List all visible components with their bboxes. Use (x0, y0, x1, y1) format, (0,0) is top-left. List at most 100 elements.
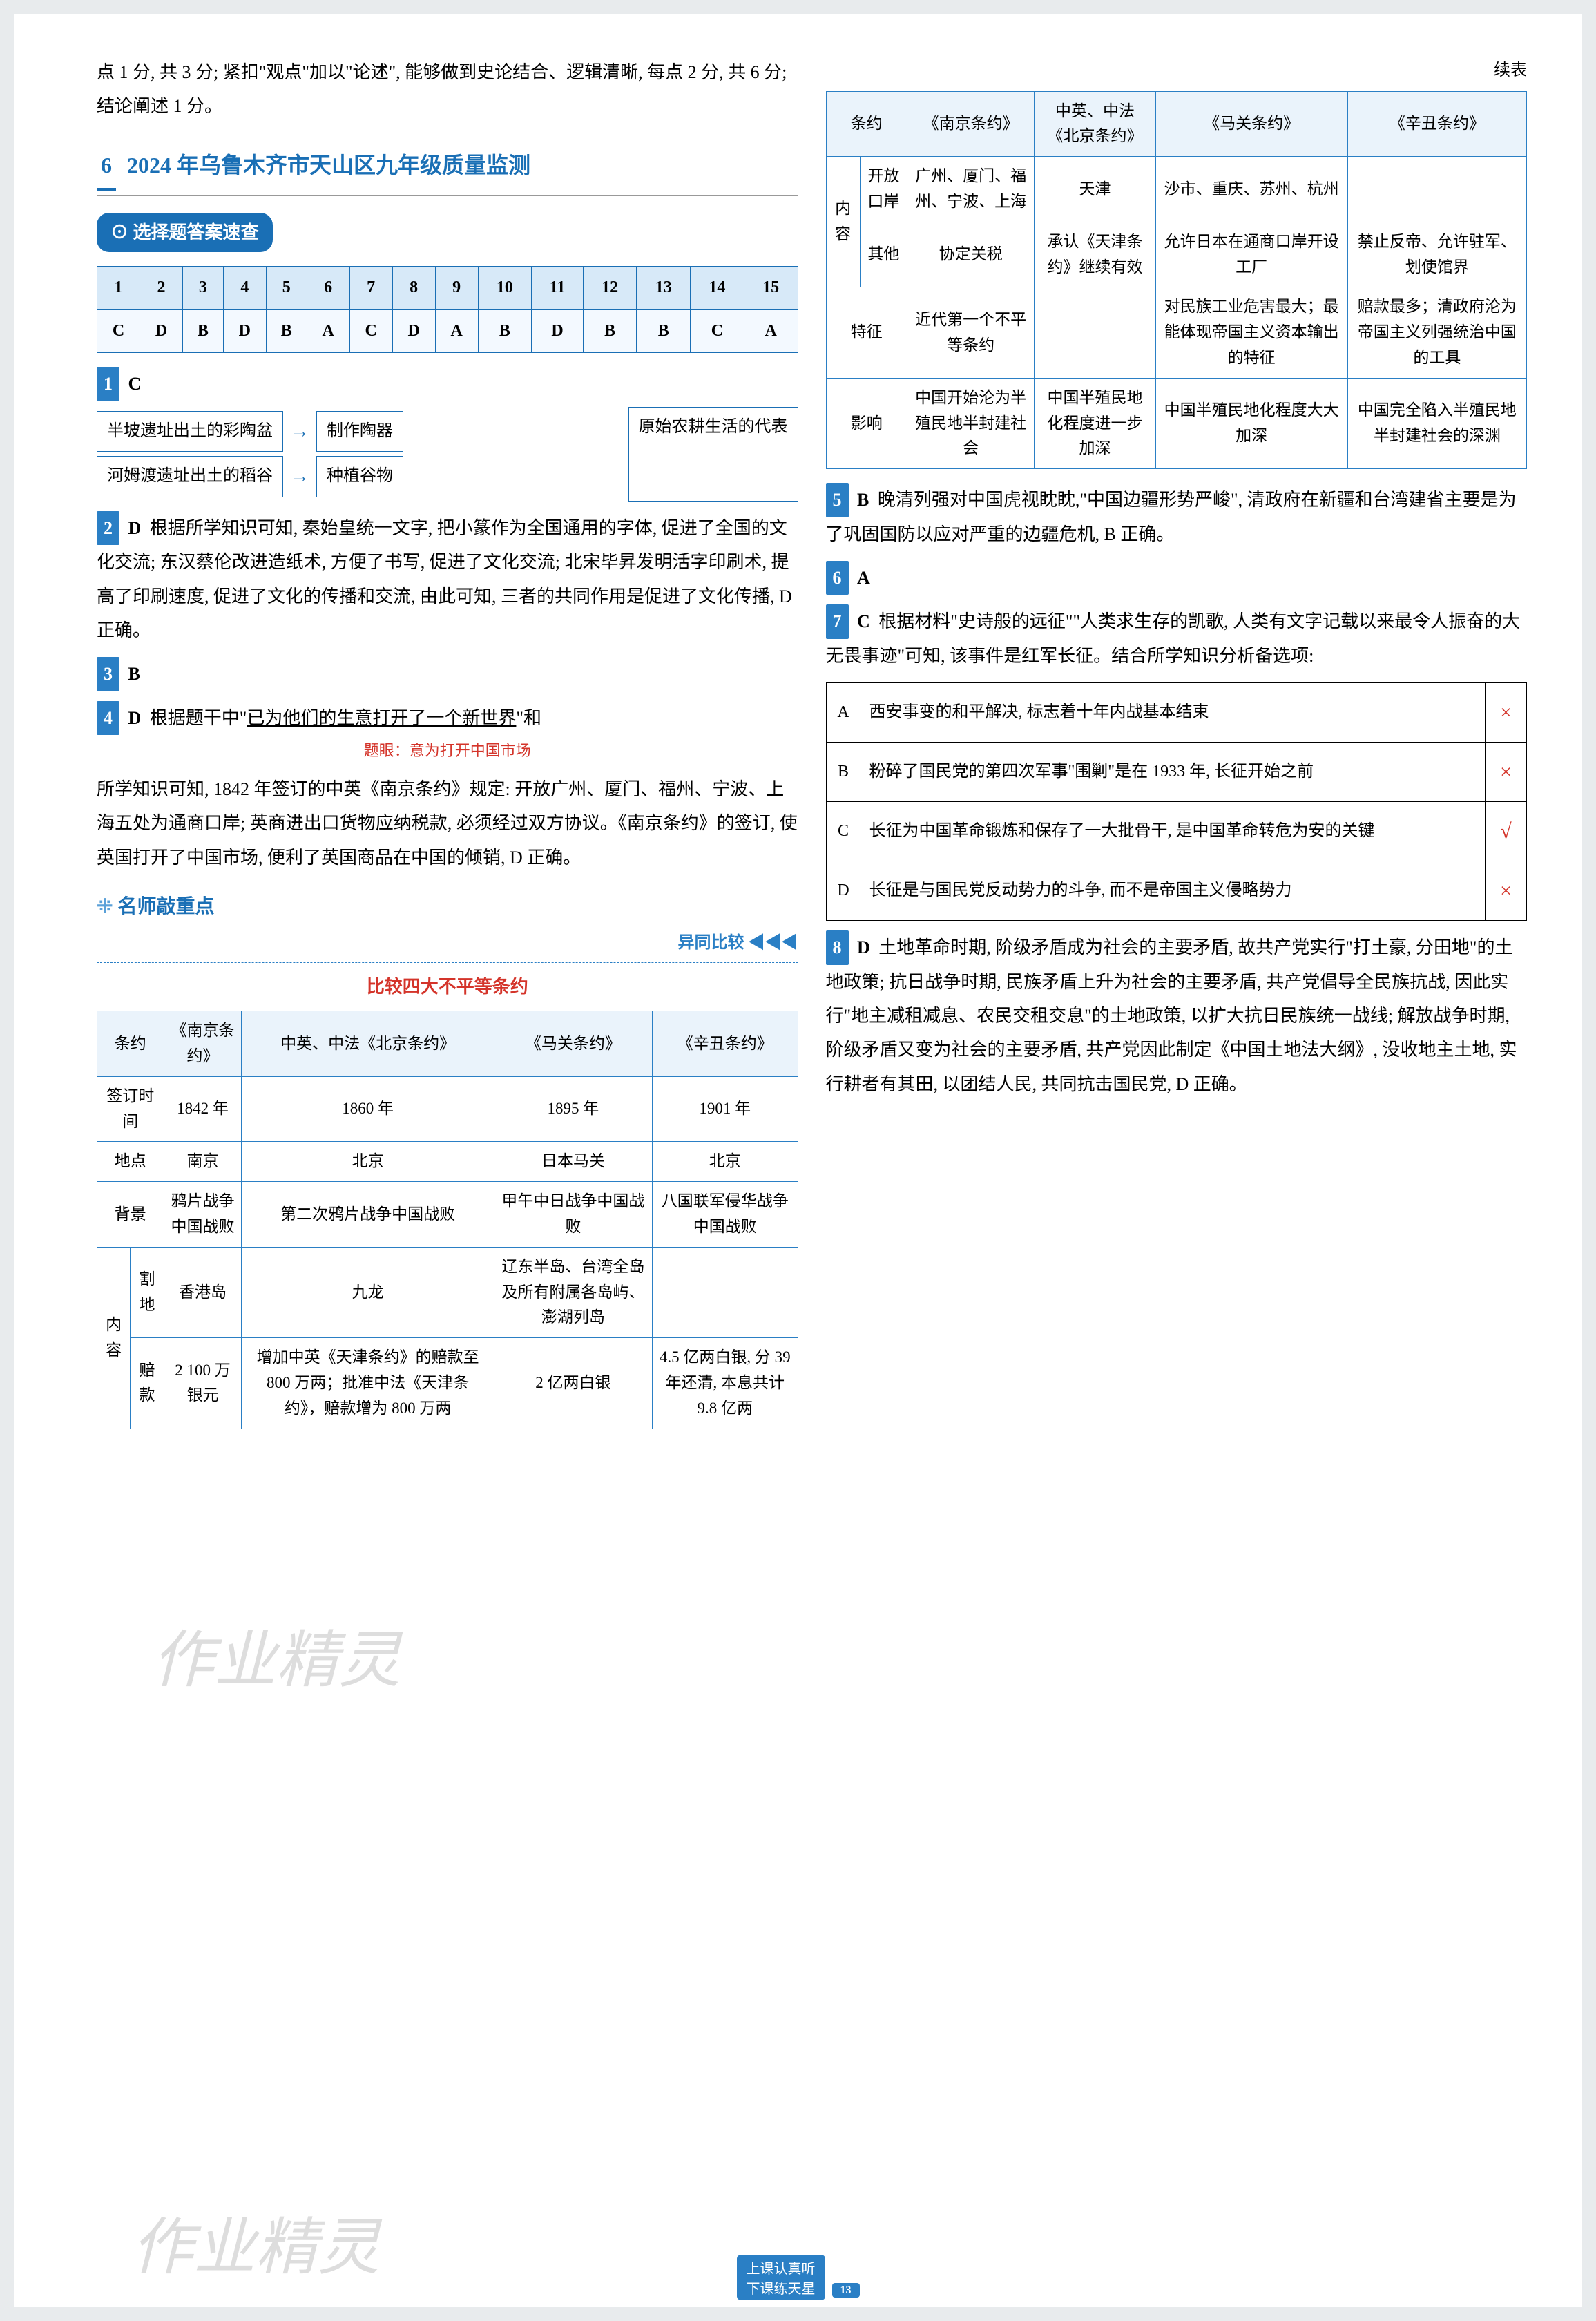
section-heading: 2024 年乌鲁木齐市天山区九年级质量监测 (127, 153, 530, 178)
grid-num: 12 (583, 266, 637, 309)
grid-num: 7 (349, 266, 392, 309)
q-number: 3 (97, 657, 119, 691)
cell: 开放口岸 (860, 157, 907, 222)
grid-ans: D (140, 309, 182, 353)
cell: 1842 年 (164, 1076, 242, 1142)
question-3: 3 B (97, 657, 798, 691)
cell: 《辛丑条约》 (1347, 91, 1526, 157)
q-answer: B (857, 490, 869, 510)
grid-num: 3 (182, 266, 223, 309)
cell (1347, 157, 1526, 222)
teacher-title: 名师敲重点 (97, 888, 798, 925)
continued-label: 续表 (826, 55, 1528, 87)
option-text: 长征是与国民党反动势力的斗争, 而不是帝国主义侵略势力 (861, 861, 1486, 921)
question-7: 7 C 根据材料"史诗般的远征""人类求生存的凯歌, 人类有文字记载以来最令人振… (826, 604, 1528, 921)
cell: 1901 年 (652, 1076, 798, 1142)
cell: 甲午中日战争中国战败 (494, 1182, 652, 1248)
q-text: 根据所学知识可知, 秦始皇统一文字, 把小篆作为全国通用的字体, 促进了全国的文… (97, 518, 792, 640)
cell: 中英、中法《北京条约》 (242, 1011, 494, 1077)
grid-num: 13 (637, 266, 691, 309)
grid-num: 11 (532, 266, 584, 309)
grid-ans: B (478, 309, 532, 353)
cell: 中国半殖民地化程度大大加深 (1155, 378, 1347, 468)
cell: 广州、厦门、福州、宁波、上海 (907, 157, 1035, 222)
option-mark: × (1486, 743, 1527, 802)
left-column: 点 1 分, 共 3 分; 紧扣"观点"加以"论述", 能够做到史论结合、逻辑清… (97, 55, 798, 2280)
grid-num: 1 (97, 266, 140, 309)
question-1: 1 C 半坡遗址出土的彩陶盆 → 制作陶器 河姆渡遗址出土的稻谷 → 种植谷物 … (97, 367, 798, 502)
cell: 条约 (826, 91, 907, 157)
cell: 《辛丑条约》 (652, 1011, 798, 1077)
cell: 北京 (242, 1142, 494, 1182)
q-answer: A (857, 568, 870, 588)
q-answer: D (128, 708, 142, 728)
option-text: 粉碎了国民党的第四次军事"围剿"是在 1933 年, 长征开始之前 (861, 743, 1486, 802)
cell: 中国完全陷入半殖民地半封建社会的深渊 (1347, 378, 1526, 468)
question-2: 2 D 根据所学知识可知, 秦始皇统一文字, 把小篆作为全国通用的字体, 促进了… (97, 511, 798, 648)
grid-ans: A (744, 309, 798, 353)
content-label: 内容 (826, 157, 860, 287)
q-number: 2 (97, 511, 119, 545)
answer-grid-ans: CDBDBACDABDBBCA (97, 309, 798, 353)
cell: 签订时间 (97, 1076, 164, 1142)
q-number: 8 (826, 930, 849, 964)
grid-ans: D (392, 309, 435, 353)
answer-grid: 123456789101112131415 CDBDBACDABDBBCA (97, 266, 798, 353)
cell: 地点 (97, 1142, 164, 1182)
cell: 北京 (652, 1142, 798, 1182)
cell: 辽东半岛、台湾全岛及所有附属各岛屿、澎湖列岛 (494, 1247, 652, 1337)
cell: 《马关条约》 (494, 1011, 652, 1077)
q-text: 根据材料"史诗般的远征""人类求生存的凯歌, 人类有文字记载以来最令人振奋的大无… (826, 611, 1521, 665)
cell: 禁止反帝、允许驻军、划使馆界 (1347, 222, 1526, 287)
q-text: 晚清列强对中国虎视眈眈,"中国边疆形势严峻", 清政府在新疆和台湾建省主要是为了… (826, 490, 1517, 544)
cell: 沙市、重庆、苏州、杭州 (1155, 157, 1347, 222)
grid-ans: B (182, 309, 223, 353)
compare-tag: 异同比较 ◀◀◀ (97, 928, 798, 963)
grid-num: 4 (223, 266, 266, 309)
cell: 1860 年 (242, 1076, 494, 1142)
grid-num: 8 (392, 266, 435, 309)
q-answer: B (128, 664, 140, 684)
page-number: 13 (832, 2283, 860, 2298)
option-table: A西安事变的和平解决, 标志着十年内战基本结束×B粉碎了国民党的第四次军事"围剿… (826, 682, 1528, 921)
cell: 增加中英《天津条约》的赔款至 800 万两；批准中法《天津条约》，赔款增为 80… (242, 1338, 494, 1429)
answer-grid-nums: 123456789101112131415 (97, 266, 798, 309)
question-5: 5 B 晚清列强对中国虎视眈眈,"中国边疆形势严峻", 清政府在新疆和台湾建省主… (826, 483, 1528, 551)
grid-ans: C (97, 309, 140, 353)
q-answer: C (857, 611, 870, 631)
diagram-box: 制作陶器 (316, 411, 403, 452)
grid-ans: B (266, 309, 307, 353)
table-caption: 比较四大不平等条约 (97, 970, 798, 1004)
q-answer: D (128, 518, 142, 538)
q-text: 土地革命时期, 阶级矛盾成为社会的主要矛盾, 故共产党实行"打土豪, 分田地"的… (826, 937, 1517, 1094)
red-note: 题眼：意为打开中国市场 (97, 736, 798, 765)
cell: 背景 (97, 1182, 164, 1248)
cell: 4.5 亿两白银, 分 39 年还清, 本息共计 9.8 亿两 (652, 1338, 798, 1429)
arrow-icon: → (290, 413, 309, 450)
cell: 1895 年 (494, 1076, 652, 1142)
cell: 协定关税 (907, 222, 1035, 287)
cell: 鸦片战争中国战败 (164, 1182, 242, 1248)
cell: 九龙 (242, 1247, 494, 1337)
arrow-icon: → (290, 458, 309, 495)
diagram-box: 种植谷物 (316, 456, 403, 497)
cell: 对民族工业危害最大；最能体现帝国主义资本输出的特征 (1155, 287, 1347, 378)
q4-underline: 已为他们的生意打开了一个新世界 (247, 708, 516, 728)
cell: 条约 (97, 1011, 164, 1077)
option-mark: √ (1486, 802, 1527, 861)
cell: 2 亿两白银 (494, 1338, 652, 1429)
cell: 中国开始沦为半殖民地半封建社会 (907, 378, 1035, 468)
question-8: 8 D 土地革命时期, 阶级矛盾成为社会的主要矛盾, 故共产党实行"打土豪, 分… (826, 930, 1528, 1101)
grid-ans: C (349, 309, 392, 353)
cell: 《马关条约》 (1155, 91, 1347, 157)
diagram-box: 河姆渡遗址出土的稻谷 (97, 456, 283, 497)
treaty-table-1: 条约《南京条约》中英、中法《北京条约》《马关条约》《辛丑条约》 签订时间1842… (97, 1011, 798, 1429)
cell: 《南京条约》 (164, 1011, 242, 1077)
cell: 承认《天津条约》继续有效 (1035, 222, 1155, 287)
grid-num: 15 (744, 266, 798, 309)
cell: 第二次鸦片战争中国战败 (242, 1182, 494, 1248)
option-row: C长征为中国革命锻炼和保存了一大批骨干, 是中国革命转危为安的关键√ (826, 802, 1527, 861)
option-key: C (826, 802, 861, 861)
cell (1035, 287, 1155, 378)
grid-ans: A (307, 309, 349, 353)
